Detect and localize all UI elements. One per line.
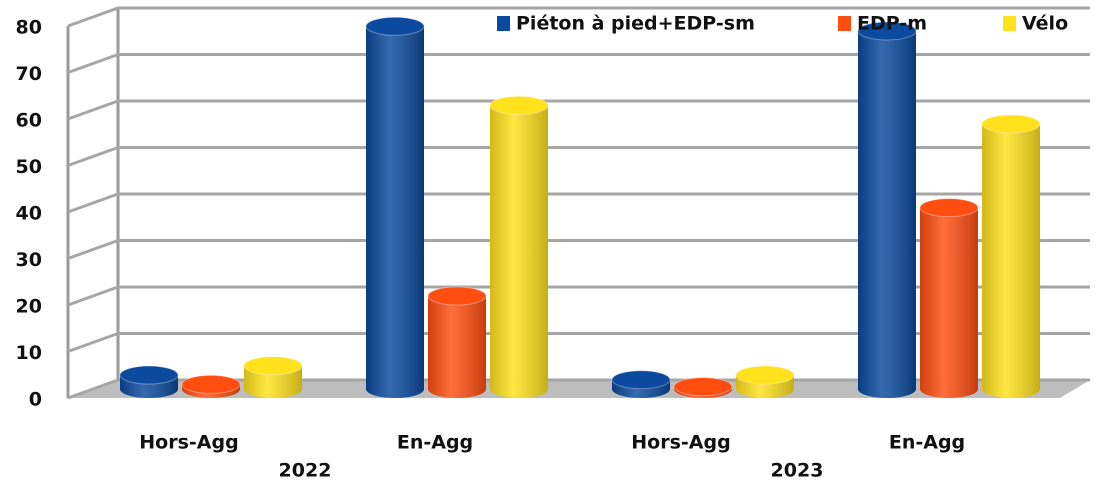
x-tick-label: Hors-Agg bbox=[631, 432, 730, 454]
y-tick-label: 20 bbox=[16, 296, 42, 318]
y-tick-label: 80 bbox=[16, 17, 42, 39]
bar bbox=[919, 198, 979, 398]
bar bbox=[427, 286, 487, 398]
legend-swatch bbox=[497, 16, 510, 31]
grid-line bbox=[67, 285, 1090, 307]
grid-line bbox=[67, 6, 1090, 28]
bar bbox=[673, 377, 733, 398]
x-tick-label: En-Agg bbox=[397, 432, 473, 454]
bar bbox=[365, 16, 425, 399]
x-tick-label: En-Agg bbox=[889, 432, 965, 454]
y-tick-label: 30 bbox=[16, 249, 42, 271]
grid-line bbox=[67, 99, 1090, 121]
grid-line bbox=[67, 239, 1090, 260]
grid-line bbox=[67, 192, 1090, 214]
y-tick-label: 0 bbox=[29, 389, 42, 411]
legend-label: EDP-m bbox=[857, 13, 927, 35]
y-tick-label: 60 bbox=[16, 110, 42, 132]
grid-line bbox=[67, 332, 1090, 353]
bar bbox=[981, 114, 1041, 398]
y-tick-label: 40 bbox=[16, 203, 42, 225]
legend-label: Piéton à pied+EDP-sm bbox=[516, 13, 755, 35]
legend-swatch bbox=[1003, 16, 1016, 31]
bar bbox=[857, 21, 917, 398]
bar bbox=[489, 95, 549, 398]
x-tick-label: Hors-Agg bbox=[139, 432, 238, 454]
floor bbox=[68, 380, 1090, 398]
group-label: 2023 bbox=[771, 460, 824, 482]
y-tick-label: 50 bbox=[16, 156, 42, 178]
bar bbox=[611, 370, 671, 398]
bar bbox=[243, 356, 303, 398]
grid-line bbox=[67, 53, 1090, 74]
bar bbox=[181, 374, 241, 398]
y-tick-label: 70 bbox=[16, 63, 42, 85]
legend-label: Vélo bbox=[1022, 13, 1068, 35]
bar bbox=[119, 365, 179, 398]
legend-swatch bbox=[838, 16, 851, 31]
group-label: 2022 bbox=[279, 460, 332, 482]
y-tick-label: 10 bbox=[16, 342, 42, 364]
grid-line bbox=[67, 146, 1090, 167]
bar bbox=[735, 365, 795, 398]
